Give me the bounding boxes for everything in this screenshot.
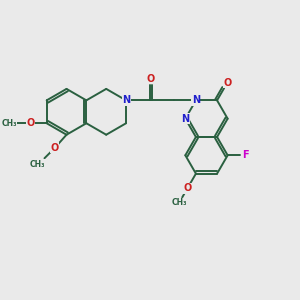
Text: O: O [26, 118, 34, 128]
Text: CH₃: CH₃ [30, 160, 46, 169]
Text: F: F [242, 150, 249, 160]
Text: O: O [183, 183, 192, 193]
Text: CH₃: CH₃ [171, 198, 187, 207]
Text: O: O [146, 74, 154, 84]
Text: O: O [223, 77, 232, 88]
Text: O: O [51, 143, 59, 153]
Text: N: N [181, 114, 189, 124]
Text: CH₃: CH₃ [2, 119, 17, 128]
Text: N: N [192, 95, 200, 105]
Text: N: N [122, 95, 130, 105]
